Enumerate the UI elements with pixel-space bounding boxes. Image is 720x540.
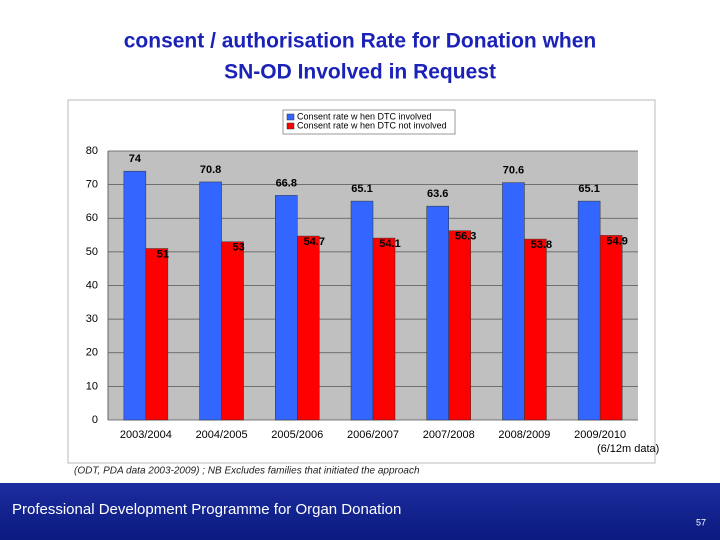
- x-tick-label: 2009/2010 (6/12m data): [574, 429, 659, 455]
- bar: [275, 195, 298, 421]
- y-tick-label: 30: [86, 313, 98, 325]
- footer-text: Professional Development Programme for O…: [12, 501, 401, 518]
- legend-swatch: [286, 113, 295, 121]
- x-tick-label: 2003/2004: [120, 429, 172, 441]
- data-label: 70.6: [503, 165, 524, 177]
- bar: [199, 181, 222, 421]
- bar: [426, 205, 449, 421]
- data-label: 66.8: [276, 177, 297, 189]
- title-line: SN-OD Involved in Request: [224, 61, 496, 84]
- legend-swatch: [286, 122, 295, 130]
- data-label: 63.6: [427, 188, 448, 200]
- y-tick-label: 0: [92, 414, 98, 426]
- data-label: 51: [157, 248, 169, 260]
- data-label: 65.1: [351, 183, 372, 195]
- y-tick-label: 80: [86, 145, 98, 157]
- data-label: 54.1: [379, 238, 400, 250]
- data-label: 56.3: [455, 231, 476, 243]
- data-label: 53: [232, 242, 244, 254]
- y-tick-label: 60: [86, 212, 98, 224]
- x-tick-label: 2006/2007: [347, 429, 399, 441]
- legend-label: Consent rate w hen DTC involved: [297, 111, 432, 121]
- bar: [448, 230, 471, 421]
- data-label: 70.8: [200, 164, 221, 176]
- page-number: 57: [696, 517, 706, 527]
- bar: [599, 235, 623, 421]
- y-tick-label: 40: [86, 279, 98, 291]
- data-label: 74: [129, 153, 142, 165]
- x-tick-label: 2007/2008: [423, 429, 475, 441]
- y-tick-label: 20: [86, 347, 98, 359]
- data-label: 65.1: [578, 183, 599, 195]
- y-tick-label: 70: [86, 179, 98, 191]
- x-tick-label: 2005/2006: [271, 429, 323, 441]
- legend-label: Consent rate w hen DTC not involved: [297, 120, 447, 130]
- bar: [524, 238, 547, 421]
- x-tick-label: 2008/2009: [498, 429, 550, 441]
- bar: [350, 200, 374, 421]
- bar: [297, 235, 320, 421]
- bar: [221, 241, 244, 421]
- data-label: 53.8: [531, 239, 552, 251]
- y-tick-label: 10: [86, 380, 98, 392]
- legend-box: [282, 109, 456, 135]
- bar: [577, 200, 601, 421]
- bar: [123, 170, 147, 421]
- data-label: 54.7: [304, 236, 325, 248]
- x-tick-label: 2004/2005: [196, 429, 248, 441]
- chart: 0 10 20 30 40 50 60 70 80 2003/2004 74 51 2004/2005 7…: [86, 109, 659, 455]
- bar: [372, 237, 396, 421]
- bar: [502, 182, 525, 421]
- footer-band: [0, 483, 720, 540]
- y-tick-label: 50: [86, 246, 98, 258]
- source-note: (ODT, PDA data 2003-2009) ; NB Excludes …: [74, 466, 420, 477]
- data-label: 54.9: [606, 235, 627, 247]
- title-line: consent / authorisation Rate for Donatio…: [124, 30, 597, 53]
- bar: [145, 248, 169, 421]
